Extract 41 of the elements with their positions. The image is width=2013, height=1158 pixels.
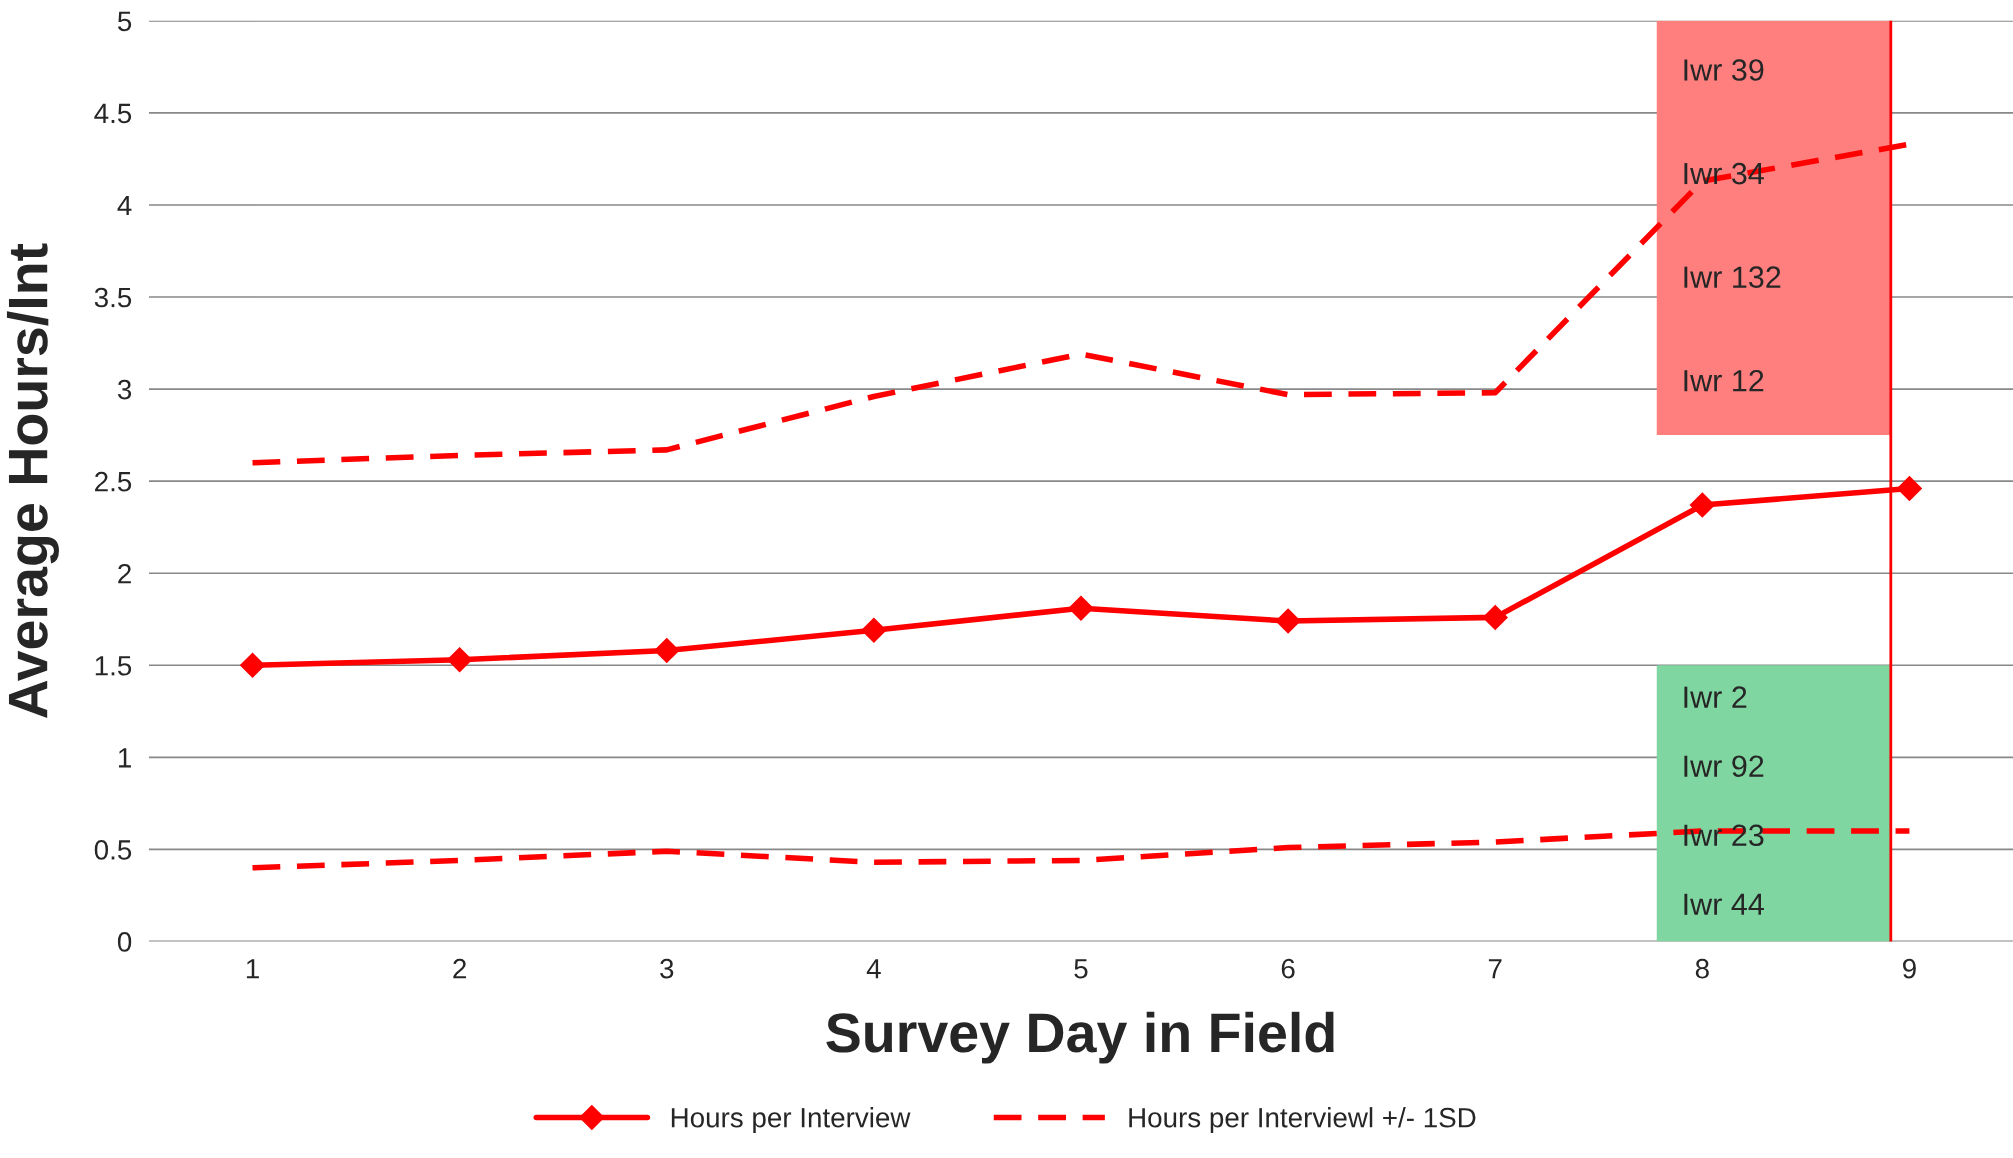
y-tick-label: 3.5 (94, 287, 132, 308)
x-tick-label: 9 (1903, 958, 1916, 979)
x-tick-label: 4 (866, 959, 881, 979)
annotation: Iwr 12 (1684, 369, 1764, 392)
y-tick-label: 2 (118, 563, 131, 584)
x-tick-label: 7 (1488, 959, 1502, 979)
x-tick-label: 3 (660, 958, 674, 979)
point (861, 617, 887, 643)
annotation: Iwr 44 (1684, 893, 1764, 915)
x-axis-title: Survey Day in Field (826, 1011, 1334, 1064)
x-tick-label: 5 (1074, 959, 1088, 979)
annotation: Iwr 23 (1684, 824, 1764, 847)
point (240, 652, 265, 678)
point (654, 638, 680, 664)
annotation: Iwr 2 (1684, 686, 1747, 708)
point (1275, 608, 1301, 634)
x-tick-label: 8 (1695, 958, 1709, 979)
x-tick-label: 2 (453, 958, 466, 979)
y-tick-label: 5 (117, 11, 132, 32)
annotation: Iwr 34 (1684, 162, 1764, 185)
point (447, 647, 473, 673)
y-axis-title: Average Hours/Int (6, 243, 59, 718)
y-tick-label: 3 (117, 379, 132, 400)
x-tick-label: 1 (246, 959, 259, 979)
y-tick-label: 4.5 (94, 103, 132, 124)
y-tick-label: 0.5 (94, 840, 132, 860)
annotation: Iwr 132 (1684, 266, 1781, 288)
point (1482, 604, 1508, 630)
x-tick-label: 6 (1281, 958, 1295, 979)
y-tick-label: 1.5 (95, 656, 132, 676)
point (1896, 476, 1922, 501)
point (1068, 595, 1094, 621)
legend-label: Hours per Interview (671, 1107, 911, 1133)
y-tick-label: 2.5 (95, 471, 132, 492)
annotation: Iwr 39 (1684, 59, 1764, 81)
legend-label: Hours per Interviewl +/- 1SD (1129, 1107, 1476, 1133)
y-tick-label: 1 (118, 748, 131, 768)
annotation: Iwr 92 (1684, 755, 1764, 778)
y-tick-label: 0 (117, 932, 132, 952)
y-tick-label: 4 (117, 195, 132, 216)
point (1689, 492, 1715, 518)
